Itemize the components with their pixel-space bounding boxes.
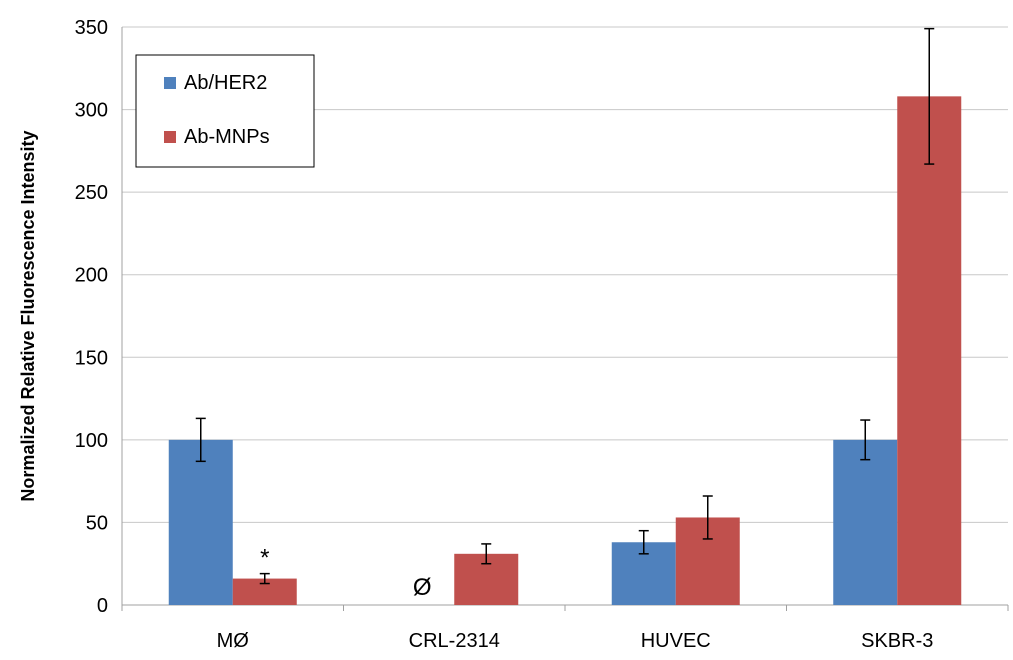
legend-label: Ab-MNPs (184, 126, 270, 148)
annotation-mark: Ø (413, 574, 432, 601)
y-tick-label: 150 (75, 347, 108, 369)
x-tick-label: HUVEC (641, 630, 711, 652)
legend-swatch (164, 77, 176, 89)
y-tick-label: 200 (75, 265, 108, 287)
y-tick-label: 350 (75, 17, 108, 39)
x-tick-label: SKBR-3 (861, 630, 933, 652)
x-tick-label: CRL-2314 (409, 630, 500, 652)
x-tick-label: MØ (217, 630, 249, 652)
legend-swatch (164, 131, 176, 143)
annotation-mark: * (260, 545, 269, 572)
y-tick-label: 0 (97, 595, 108, 617)
legend-label: Ab/HER2 (184, 72, 267, 94)
y-axis-label: Normalized Relative Fluorescence Intensi… (18, 130, 38, 501)
y-tick-label: 50 (86, 512, 108, 534)
bar-ab-her2 (168, 439, 233, 605)
y-tick-label: 250 (75, 182, 108, 204)
bar-ab-mnps (897, 96, 962, 606)
y-tick-label: 300 (75, 100, 108, 122)
y-tick-label: 100 (75, 430, 108, 452)
bar-ab-her2 (833, 439, 898, 605)
legend-box (135, 54, 315, 168)
